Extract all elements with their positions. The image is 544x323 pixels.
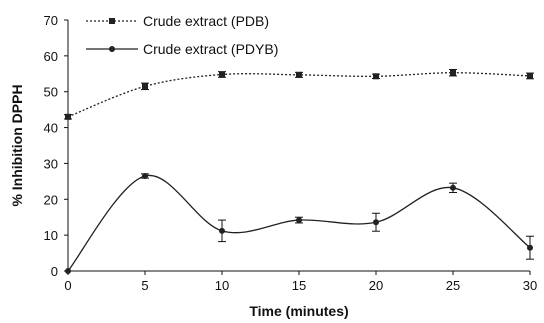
x-tick-label: 20: [369, 278, 383, 293]
data-point: [219, 227, 225, 234]
y-axis-title: % Inhibition DPPH: [9, 84, 25, 206]
data-point: [65, 268, 71, 274]
data-point: [142, 172, 148, 179]
y-tick-label: 0: [51, 264, 58, 279]
x-tick-label: 30: [523, 278, 537, 293]
x-tick-label: 0: [64, 278, 71, 293]
data-point: [296, 71, 302, 78]
series-2: [65, 172, 534, 274]
y-tick-label: 70: [44, 13, 58, 28]
data-point: [527, 72, 533, 79]
y-tick-label: 10: [44, 228, 58, 243]
legend-item-1: Crude extract (PDB): [86, 13, 269, 29]
series-line: [67, 72, 531, 118]
y-tick-label: 30: [44, 156, 58, 171]
series: [64, 68, 534, 274]
legend: Crude extract (PDB) Crude extract (PDYB): [86, 13, 278, 57]
data-point: [373, 219, 379, 226]
data-point: [219, 71, 225, 78]
data-point: [65, 113, 71, 120]
data-point: [450, 69, 456, 76]
data-point: [296, 217, 302, 224]
y-tick-label: 40: [44, 121, 58, 136]
data-point: [142, 83, 148, 90]
series-1: [64, 68, 534, 120]
x-tick-label: 25: [446, 278, 460, 293]
y-tick-label: 60: [44, 49, 58, 64]
axes: [67, 20, 530, 272]
legend-marker: [109, 46, 115, 52]
legend-marker: [109, 18, 115, 24]
x-tick-label: 5: [141, 278, 148, 293]
data-point: [450, 184, 456, 191]
y-tick-label: 50: [44, 85, 58, 100]
y-tick-label: 20: [44, 192, 58, 207]
data-point: [527, 244, 533, 251]
x-axis-title: Time (minutes): [249, 303, 348, 319]
legend-label: Crude extract (PDYB): [143, 41, 278, 57]
legend-label: Crude extract (PDB): [143, 13, 269, 29]
data-point: [373, 73, 379, 80]
x-tick-label: 10: [215, 278, 229, 293]
x-tick-label: 15: [292, 278, 306, 293]
ticks: 0 5 10 15 20 25 30 0 10 20 30 40 50 60 70: [44, 13, 538, 293]
legend-item-2: Crude extract (PDYB): [86, 41, 278, 57]
